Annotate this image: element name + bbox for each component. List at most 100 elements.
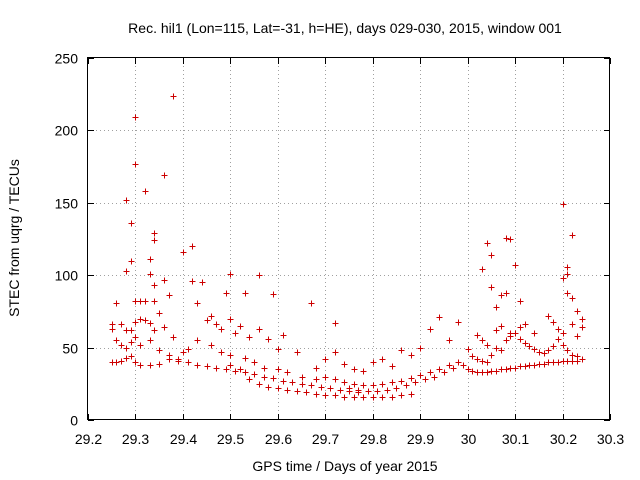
data-point bbox=[531, 330, 538, 337]
data-point bbox=[498, 292, 505, 299]
data-point bbox=[370, 359, 377, 366]
data-point bbox=[550, 343, 557, 350]
data-point bbox=[569, 321, 576, 328]
data-point bbox=[303, 389, 310, 396]
data-point bbox=[370, 394, 377, 401]
data-point bbox=[280, 332, 287, 339]
data-point bbox=[123, 197, 130, 204]
data-point bbox=[393, 385, 400, 392]
data-point bbox=[156, 361, 163, 368]
data-point bbox=[536, 349, 543, 356]
data-point bbox=[545, 347, 552, 354]
data-point bbox=[204, 317, 211, 324]
data-point bbox=[569, 352, 576, 359]
data-point bbox=[522, 363, 529, 370]
x-tick-label: 29.6 bbox=[265, 431, 292, 447]
data-point bbox=[531, 362, 538, 369]
data-point bbox=[118, 358, 125, 365]
data-point bbox=[118, 321, 125, 328]
data-point bbox=[151, 282, 158, 289]
data-point bbox=[137, 316, 144, 323]
data-point bbox=[474, 332, 481, 339]
data-point bbox=[507, 236, 514, 243]
data-point bbox=[484, 240, 491, 247]
data-point bbox=[156, 310, 163, 317]
x-tick-label: 29.3 bbox=[122, 431, 149, 447]
data-point bbox=[147, 337, 154, 344]
data-point bbox=[113, 359, 120, 366]
data-point bbox=[474, 356, 481, 363]
data-point bbox=[484, 359, 491, 366]
data-point bbox=[128, 353, 135, 360]
data-point bbox=[261, 365, 268, 372]
data-point bbox=[488, 284, 495, 291]
points-layer bbox=[109, 93, 586, 401]
x-tick-label: 29.7 bbox=[312, 431, 339, 447]
data-point bbox=[479, 266, 486, 273]
data-point bbox=[161, 172, 168, 179]
data-point bbox=[189, 278, 196, 285]
x-tick-label: 30.1 bbox=[502, 431, 529, 447]
data-point bbox=[503, 366, 510, 373]
data-point bbox=[322, 356, 329, 363]
x-tick-label: 29.2 bbox=[75, 431, 102, 447]
data-point bbox=[365, 388, 372, 395]
data-point bbox=[379, 394, 386, 401]
data-point bbox=[422, 376, 429, 383]
data-point bbox=[180, 349, 187, 356]
data-point bbox=[318, 384, 325, 391]
data-point bbox=[208, 342, 215, 349]
data-point bbox=[284, 387, 291, 394]
data-point bbox=[118, 342, 125, 349]
data-point bbox=[123, 268, 130, 275]
data-point bbox=[360, 368, 367, 375]
data-point bbox=[389, 394, 396, 401]
data-point bbox=[484, 342, 491, 349]
x-tick-label: 30.3 bbox=[597, 431, 624, 447]
data-point bbox=[132, 114, 139, 121]
x-tick-label: 29.8 bbox=[360, 431, 387, 447]
data-point bbox=[242, 290, 249, 297]
data-point bbox=[142, 298, 149, 305]
plot-frame bbox=[87, 57, 610, 420]
data-point bbox=[351, 394, 358, 401]
data-point bbox=[427, 326, 434, 333]
y-axis-label: STEC from uqrg / TECUs bbox=[6, 159, 22, 317]
data-point bbox=[256, 272, 263, 279]
data-point bbox=[275, 346, 282, 353]
data-point bbox=[132, 334, 139, 341]
data-point bbox=[522, 340, 529, 347]
data-point bbox=[469, 368, 476, 375]
data-point bbox=[204, 363, 211, 370]
data-point bbox=[446, 337, 453, 344]
x-tick-label: 30 bbox=[461, 431, 477, 447]
data-point bbox=[517, 298, 524, 305]
data-point bbox=[493, 304, 500, 311]
data-point bbox=[379, 381, 386, 388]
data-point bbox=[227, 316, 234, 323]
data-point bbox=[218, 349, 225, 356]
data-point bbox=[503, 235, 510, 242]
data-point bbox=[194, 337, 201, 344]
data-point bbox=[351, 366, 358, 373]
data-point bbox=[555, 359, 562, 366]
data-point bbox=[128, 258, 135, 265]
data-point bbox=[275, 366, 282, 373]
y-tick-label: 50 bbox=[62, 341, 78, 357]
data-point bbox=[227, 271, 234, 278]
data-point bbox=[488, 352, 495, 359]
data-point bbox=[507, 330, 514, 337]
data-point bbox=[579, 356, 586, 363]
y-tick-label: 250 bbox=[55, 51, 79, 67]
data-point bbox=[579, 316, 586, 323]
data-point bbox=[441, 369, 448, 376]
data-point bbox=[531, 346, 538, 353]
data-point bbox=[379, 356, 386, 363]
data-point bbox=[313, 376, 320, 383]
data-point bbox=[455, 359, 462, 366]
data-point bbox=[299, 374, 306, 381]
data-point bbox=[137, 342, 144, 349]
data-point bbox=[123, 345, 130, 352]
data-point bbox=[332, 392, 339, 399]
data-point bbox=[132, 298, 139, 305]
